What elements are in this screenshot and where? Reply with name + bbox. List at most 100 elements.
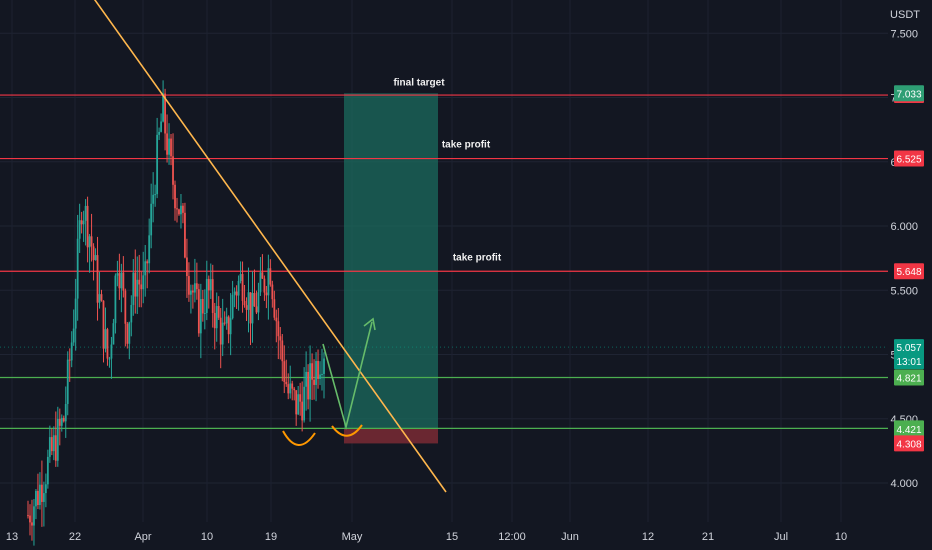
candle-body [150,203,153,236]
candle-body [174,184,176,209]
candle-body [46,456,49,485]
candle-body [106,329,109,359]
candle-body [27,515,29,517]
candle-body [283,361,286,382]
candle-body [299,394,302,402]
candle-body [102,300,105,349]
price-badge-bg [894,85,924,102]
candle-body [140,284,143,290]
y-tick-label: 5.500 [890,285,918,297]
candle-body [295,390,298,415]
candle-body [108,358,111,360]
countdown-timer: 13:01 [896,357,921,368]
candle-body [301,401,304,421]
price-level-badge-bg [894,150,924,167]
candle-body [273,299,276,318]
annotation-label: final target [393,78,445,89]
candle-body [152,194,155,204]
candle-body [170,138,172,157]
candle-body [120,272,123,289]
candle-body [261,272,264,279]
downtrend-line [93,0,447,493]
candle-body [249,292,252,324]
candle-body [197,289,200,334]
candle-body [315,360,317,385]
candle-body [291,383,294,389]
candle-body [209,279,212,291]
candle-body [124,290,127,324]
annotation-label: take profit [453,252,502,263]
candle-body [130,304,133,323]
candle-body [39,484,41,506]
candle-body [233,291,236,295]
candle-body [74,298,77,329]
price-level-badge: 4.821 [896,374,921,385]
candle-body [186,257,188,277]
candle-body [221,322,224,345]
price-badge: 4.421 [896,425,921,436]
x-tick-label: 15 [446,531,458,543]
current-price-badge: 5.057 [896,343,921,354]
candle-body [305,371,308,387]
candle-body [195,283,198,290]
candle-body [182,205,184,213]
candle-body [104,329,107,349]
candle-body [166,133,168,155]
candle-body [56,418,59,461]
price-level-badge-bg [894,369,924,386]
candle-body [229,318,232,335]
candle-body [94,255,97,261]
candle-body [132,272,135,305]
candle-body [267,268,270,296]
candle-body [313,379,315,385]
candle-body [180,205,182,215]
x-tick-label: 22 [69,531,81,543]
projection-arrowhead [363,317,376,331]
candle-body [110,344,113,359]
candle-body [162,93,164,122]
candle-body [203,312,206,314]
x-tick-label: Jul [774,531,788,543]
candle-body [271,284,274,300]
candle-body [31,522,33,526]
x-tick-label: 10 [835,531,847,543]
candle-body [72,328,75,343]
candle-body [160,121,163,132]
candle-body [178,209,180,215]
current-price-badge-bg [894,339,924,370]
candle-body [311,363,313,380]
candle-body [205,278,208,313]
candle-body [60,417,63,426]
candle-body [90,236,93,247]
candle-body [80,220,83,225]
candle-body [114,275,117,324]
x-tick-label: 13 [6,531,18,543]
candle-body [148,235,151,264]
price-level-badge-bg [894,263,924,280]
candle-body [118,273,121,289]
candle-body [277,321,280,337]
double-bottom-curve [282,430,316,446]
x-tick-label: 12:00 [498,531,526,543]
candle-body [146,261,149,264]
candle-body [245,305,248,310]
candle-body [70,342,73,361]
price-level-badge: 6.525 [896,155,921,166]
candle-body [50,437,53,452]
candle-body [303,386,306,421]
price-badge-bg [894,420,924,437]
x-tick-label: Apr [134,531,151,543]
candle-body [251,293,254,324]
candle-body [279,336,282,341]
x-tick-label: 12 [642,531,654,543]
candle-body [191,290,194,293]
candle-body [243,300,246,306]
candle-body [188,276,190,295]
candle-body [223,322,226,324]
projection-path [322,321,373,431]
candle-body [82,220,85,225]
candle-body [66,359,69,404]
candle-body [33,506,35,526]
